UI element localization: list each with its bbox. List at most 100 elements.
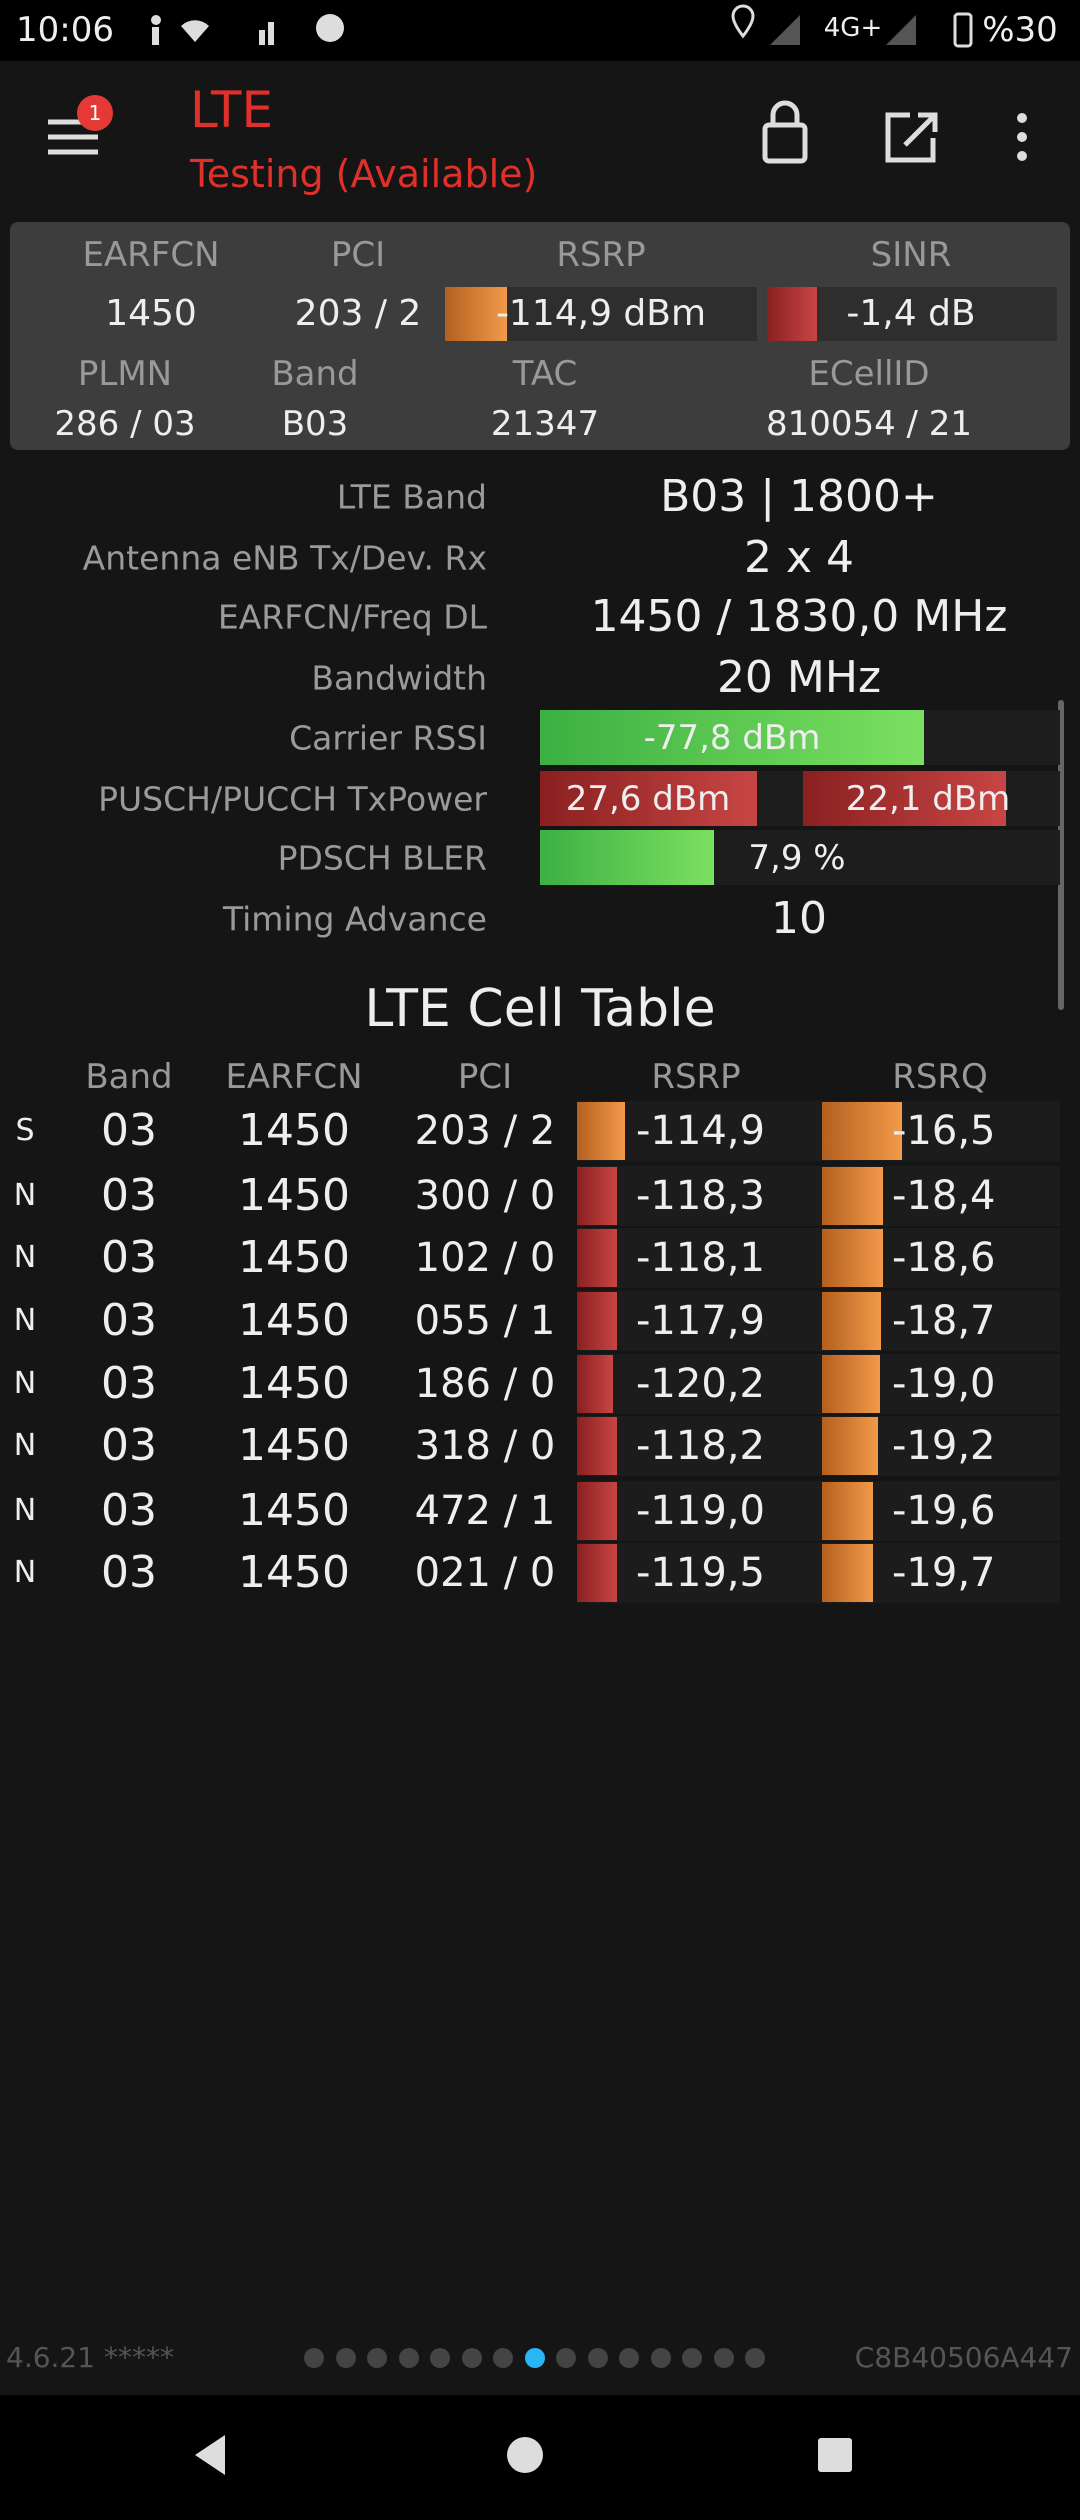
pucch-bar <box>803 771 1006 826</box>
page-dot[interactable] <box>398 2348 419 2368</box>
page-dot[interactable] <box>650 2348 671 2368</box>
cell-rsrp: -119,5 <box>636 1550 765 1596</box>
rsrp-bar <box>577 1417 617 1475</box>
cell-type: N <box>13 1493 37 1528</box>
page-dot[interactable] <box>745 2348 765 2368</box>
rsrq-bar <box>822 1167 883 1225</box>
row-track <box>577 1543 1060 1603</box>
column-header: EARFCN <box>225 1057 363 1097</box>
cell-earfcn: 1450 <box>238 1358 350 1409</box>
cell-rsrp: -118,1 <box>636 1235 765 1281</box>
summary-label: PLMN <box>77 354 173 394</box>
bler-bar <box>540 830 714 885</box>
table-title: LTE Cell Table <box>364 979 716 1039</box>
page-dot[interactable] <box>524 2348 545 2368</box>
cell-rsrq: -19,6 <box>892 1488 996 1534</box>
detail-value: 2 x 4 <box>744 532 854 583</box>
more-button[interactable] <box>1017 113 1027 161</box>
home-button[interactable] <box>507 2437 543 2473</box>
page-dot[interactable] <box>304 2348 324 2368</box>
cell-type: N <box>13 1428 37 1463</box>
cell-band: 03 <box>101 1547 157 1598</box>
cell-rsrq: -19,0 <box>892 1361 996 1407</box>
page-dot[interactable] <box>335 2348 356 2368</box>
column-header: RSRQ <box>892 1057 988 1097</box>
cell-rsrp: -117,9 <box>636 1298 765 1344</box>
cell-rsrq: -19,7 <box>892 1550 996 1596</box>
summary-value: 810054 / 21 <box>765 404 973 444</box>
summary-value: 1450 <box>105 293 197 334</box>
cell-rsrp: -120,2 <box>636 1361 765 1407</box>
cell-band: 03 <box>101 1485 157 1536</box>
rsrp-bar <box>577 1292 617 1350</box>
summary-label: RSRP <box>556 235 646 275</box>
summary-value: -114,9 dBm <box>495 293 707 334</box>
cell-earfcn: 1450 <box>238 1170 350 1221</box>
detail-value: 1450 / 1830,0 MHz <box>590 591 1008 642</box>
summary-label: ECellID <box>808 354 930 394</box>
summary-label: TAC <box>512 354 578 394</box>
cell-rsrp: -114,9 <box>636 1108 765 1154</box>
page-dot[interactable] <box>619 2348 639 2368</box>
recents-button[interactable] <box>818 2438 852 2472</box>
summary-value: B03 <box>281 404 349 444</box>
cell-rsrq: -18,6 <box>892 1235 996 1281</box>
cell-rsrp: -119,0 <box>636 1488 765 1534</box>
detail-label: Bandwidth <box>311 658 487 698</box>
version: 4.6.21 ***** <box>6 2341 174 2374</box>
detail-label: Carrier RSSI <box>289 718 487 758</box>
rsrp-bar <box>577 1167 617 1225</box>
cell-band: 03 <box>101 1105 157 1156</box>
share-button[interactable] <box>885 112 938 163</box>
pusch-bar <box>540 771 757 826</box>
page-dot[interactable] <box>713 2348 734 2368</box>
cell-type: N <box>13 1366 37 1401</box>
app-subtitle: Testing (Available) <box>190 152 538 196</box>
rsrq-bar <box>822 1292 881 1350</box>
row-track <box>577 1354 1060 1414</box>
summary-value: 203 / 2 <box>294 293 422 334</box>
cell-earfcn: 1450 <box>238 1547 350 1598</box>
cell-pci: 021 / 0 <box>414 1550 556 1596</box>
page-dot[interactable] <box>461 2348 482 2368</box>
page-dot[interactable] <box>430 2348 450 2368</box>
app-title: LTE <box>190 81 274 139</box>
cell-pci: 102 / 0 <box>414 1235 556 1281</box>
page-dot[interactable] <box>367 2348 387 2368</box>
row-track <box>577 1166 1060 1226</box>
page-dot[interactable] <box>493 2348 513 2368</box>
cell-earfcn: 1450 <box>238 1105 350 1156</box>
rsrq-bar <box>822 1544 873 1602</box>
rsrp-bar <box>577 1482 617 1540</box>
column-header: Band <box>85 1057 173 1097</box>
battery: %30 <box>982 10 1058 50</box>
detail-label: LTE Band <box>336 477 487 517</box>
cell-type: N <box>13 1178 37 1213</box>
detail-label: PUSCH/PUCCH TxPower <box>98 779 487 819</box>
cell-band: 03 <box>101 1358 157 1409</box>
detail-value: 27,6 dBm <box>565 779 731 819</box>
page-dot[interactable] <box>682 2348 702 2368</box>
column-header: PCI <box>457 1057 513 1097</box>
rsrq-bar <box>822 1417 878 1475</box>
cell-type: S <box>15 1113 35 1148</box>
lock-button[interactable] <box>762 100 808 164</box>
rsrp-bar <box>577 1544 617 1602</box>
rsrq-bar <box>822 1482 873 1540</box>
clock: 10:06 <box>16 10 114 50</box>
cell-pci: 203 / 2 <box>414 1108 556 1154</box>
cell-pci: 318 / 0 <box>414 1423 556 1469</box>
back-button[interactable] <box>195 2435 225 2475</box>
cell-pci: 186 / 0 <box>414 1361 556 1407</box>
row-track <box>577 1416 1060 1476</box>
detail-value: 20 MHz <box>716 652 882 703</box>
detail-value: 10 <box>771 893 827 944</box>
cell-pci: 472 / 1 <box>414 1488 556 1534</box>
cell-earfcn: 1450 <box>238 1420 350 1471</box>
rsrq-bar <box>822 1355 880 1413</box>
page-dot[interactable] <box>556 2348 576 2368</box>
summary-value: 21347 <box>490 404 600 444</box>
cell-band: 03 <box>101 1170 157 1221</box>
page-dot[interactable] <box>587 2348 608 2368</box>
